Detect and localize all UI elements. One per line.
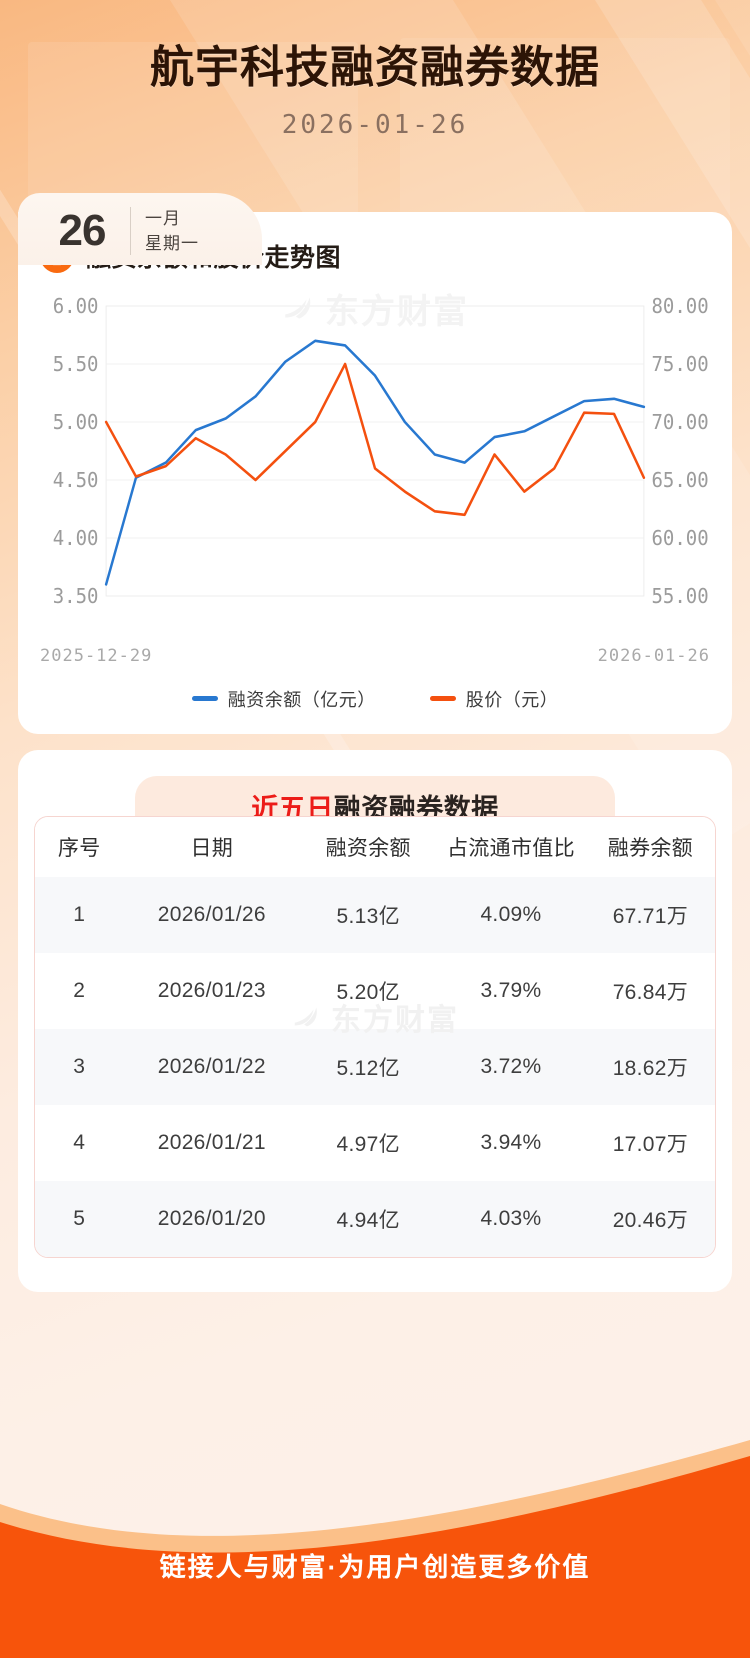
cell-financing-balance: 4.94亿 xyxy=(336,1208,400,1232)
cell-index: 2 xyxy=(73,978,86,1002)
y-axis-right-tick: 55.00 xyxy=(651,584,708,608)
cell-securities-balance: 20.46万 xyxy=(612,1208,689,1232)
cell-date: 2026/01/20 xyxy=(157,1206,266,1230)
legend-swatch-financing xyxy=(191,696,218,702)
y-axis-left-tick: 5.50 xyxy=(53,352,99,376)
col-header-index: 序号 xyxy=(57,836,101,860)
legend-swatch-price xyxy=(429,696,456,702)
cell-securities-balance: 17.07万 xyxy=(612,1132,689,1156)
cell-date: 2026/01/26 xyxy=(157,902,266,926)
y-axis-left-tick: 5.00 xyxy=(53,410,99,434)
y-axis-left-tick: 4.00 xyxy=(53,526,99,550)
cell-pct-float-cap: 3.79% xyxy=(480,978,542,1002)
col-header-securities-balance: 融券余额 xyxy=(607,836,693,860)
page-title: 航宇科技融资融券数据 xyxy=(150,43,600,92)
legend-label-price: 股价（元） xyxy=(465,689,559,710)
col-header-pct-float-cap: 占流通市值比 xyxy=(447,836,575,860)
table-row: 4 2026/01/21 4.97亿 3.94% 17.07万 xyxy=(35,1104,715,1181)
cell-securities-balance: 67.71万 xyxy=(612,904,689,928)
table-body: 1 2026/01/26 5.13亿 4.09% 67.71万 2 2026/01/23 5.… xyxy=(35,876,715,1257)
cell-financing-balance: 4.97亿 xyxy=(336,1132,400,1156)
cell-pct-float-cap: 3.72% xyxy=(480,1054,542,1078)
date-month: 一月 xyxy=(145,209,181,229)
legend-item-financing: 融资余额（亿元） xyxy=(191,686,376,712)
cell-index: 1 xyxy=(73,902,86,926)
series-line-price xyxy=(104,362,646,517)
footer: 链接人与财富·为用户创造更多价值 xyxy=(0,1426,750,1658)
cell-financing-balance: 5.12亿 xyxy=(336,1056,400,1080)
y-axis-left-tick: 6.00 xyxy=(53,294,99,318)
chart-card: 融资余额和股价走势图 东方财富 6.0080.005.5075.005.0070… xyxy=(18,211,732,734)
table-card: 近五日融资融券数据 东方财富 序号 日期 融资余额 占流通市值比 xyxy=(18,749,732,1292)
cell-financing-balance: 5.13亿 xyxy=(336,904,400,928)
y-axis-right-tick: 75.00 xyxy=(651,352,708,376)
table-row: 2 2026/01/23 5.20亿 3.79% 76.84万 xyxy=(35,952,715,1029)
x-axis-end-label: 2026-01-26 xyxy=(597,645,710,666)
cell-securities-balance: 18.62万 xyxy=(612,1056,689,1080)
x-axis-start-label: 2025-12-29 xyxy=(40,645,153,666)
table-row: 1 2026/01/26 5.13亿 4.09% 67.71万 xyxy=(35,876,715,953)
y-axis-left-tick: 3.50 xyxy=(53,584,99,608)
table-row: 3 2026/01/22 5.12亿 3.72% 18.62万 xyxy=(35,1028,715,1105)
series-line-financing xyxy=(104,339,646,586)
cell-index: 5 xyxy=(73,1206,86,1230)
chart-x-axis-labels: 2025-12-29 2026-01-26 xyxy=(18,644,732,666)
table-head: 序号 日期 融资余额 占流通市值比 融券余额 xyxy=(35,816,715,877)
legend-label-financing: 融资余额（亿元） xyxy=(227,689,376,710)
cell-pct-float-cap: 4.09% xyxy=(480,902,542,926)
y-axis-right-tick: 65.00 xyxy=(651,468,708,492)
cell-index: 3 xyxy=(73,1054,86,1078)
hero-header: 航宇科技融资融券数据 2026-01-26 xyxy=(0,0,750,140)
table-header-row: 序号 日期 融资余额 占流通市值比 融券余额 xyxy=(35,816,715,877)
legend-item-price: 股价（元） xyxy=(429,686,559,712)
footer-slogan: 链接人与财富·为用户创造更多价值 xyxy=(159,1552,591,1582)
chart-legend: 融资余额（亿元） 股价（元） xyxy=(18,686,732,712)
margin-trading-table-wrapper: 东方财富 序号 日期 融资余额 占流通市值比 融券余额 1 2026/01/26 5… xyxy=(34,815,716,1258)
footer-wave-icon xyxy=(0,1440,750,1658)
cell-date: 2026/01/23 xyxy=(157,978,266,1002)
date-meta: 一月 星期一 xyxy=(145,208,199,254)
page-subtitle-date: 2026-01-26 xyxy=(281,109,469,140)
cell-date: 2026/01/21 xyxy=(157,1130,266,1154)
cell-financing-balance: 5.20亿 xyxy=(336,980,400,1004)
y-axis-right-tick: 70.00 xyxy=(651,410,708,434)
margin-trading-table: 序号 日期 融资余额 占流通市值比 融券余额 1 2026/01/26 5.13亿 4… xyxy=(35,816,715,1257)
cell-date: 2026/01/22 xyxy=(157,1054,266,1078)
y-axis-left-tick: 4.50 xyxy=(53,468,99,492)
cell-securities-balance: 76.84万 xyxy=(612,980,689,1004)
date-weekday: 星期一 xyxy=(145,233,199,253)
chart-area: 东方财富 6.00 80.00 5.50 75.00 5.00 70.00 4.50 65.0… xyxy=(18,284,732,644)
cell-pct-float-cap: 4.03% xyxy=(480,1206,542,1230)
date-day: 26 xyxy=(58,206,107,255)
y-axis-right-tick: 80.00 xyxy=(651,294,708,318)
date-tab: 26 一月 星期一 xyxy=(18,193,262,265)
cell-index: 4 xyxy=(73,1130,86,1154)
cell-pct-float-cap: 3.94% xyxy=(480,1130,542,1154)
date-divider xyxy=(130,207,131,255)
col-header-financing-balance: 融资余额 xyxy=(325,836,411,860)
table-row: 5 2026/01/20 4.94亿 4.03% 20.46万 xyxy=(35,1180,715,1257)
financing-price-line-chart: 6.00 80.00 5.50 75.00 5.00 70.00 4.50 65.00 4.00… xyxy=(53,294,709,608)
col-header-date: 日期 xyxy=(190,836,234,860)
y-axis-right-tick: 60.00 xyxy=(651,526,708,550)
